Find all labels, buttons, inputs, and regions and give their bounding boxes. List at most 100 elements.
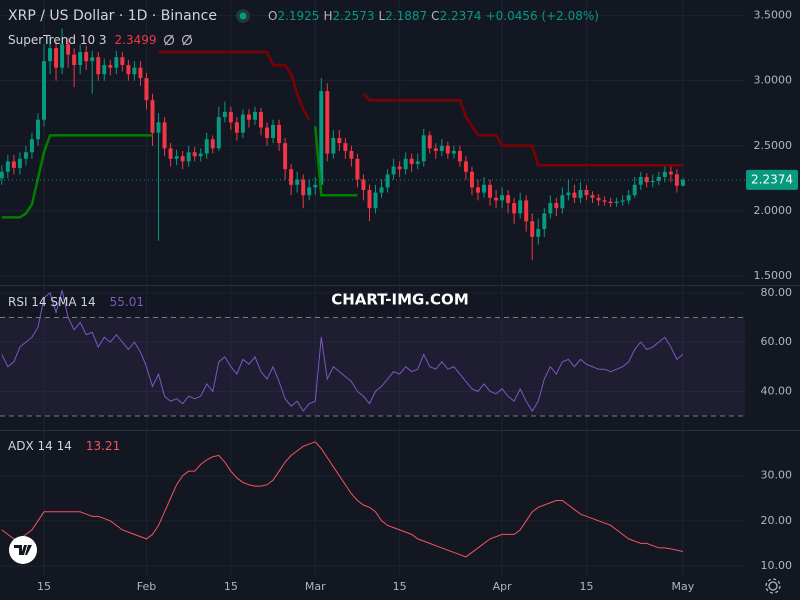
- x-tick-label: 15: [393, 580, 407, 593]
- indicator-line: [1, 441, 684, 558]
- candle-body: [252, 111, 257, 120]
- ohlc-value: 2.1925: [277, 9, 319, 23]
- candle-body: [488, 184, 493, 198]
- x-tick-label: Mar: [305, 580, 326, 593]
- candle-body: [168, 148, 173, 159]
- candle-body: [325, 91, 330, 154]
- candle-body: [343, 143, 348, 151]
- candle-body: [548, 203, 553, 214]
- candle-body: [566, 192, 571, 196]
- candle-body: [385, 174, 390, 188]
- candle-body: [162, 122, 167, 149]
- candle-body: [313, 184, 318, 188]
- candle-body: [240, 114, 245, 133]
- candle-body: [427, 135, 432, 149]
- candle-body: [210, 139, 215, 149]
- x-tick-label: 15: [579, 580, 593, 593]
- settings-icon[interactable]: [765, 578, 781, 594]
- candle-body: [78, 52, 83, 66]
- indicator-value: 2.3499: [115, 33, 157, 47]
- ohlc-value: 2.2374: [440, 9, 482, 23]
- indicator-legend: RSI 14 SMA 14 55.01: [8, 295, 144, 309]
- candle-body: [271, 124, 276, 138]
- candle-body: [204, 139, 209, 154]
- candle-body: [560, 195, 565, 209]
- candle-body: [29, 139, 34, 153]
- candle-body: [283, 143, 288, 170]
- candle-body: [596, 197, 601, 201]
- candle-body: [518, 200, 523, 214]
- candle-body: [228, 111, 233, 123]
- candle-body: [114, 57, 119, 68]
- candle-body: [415, 161, 420, 164]
- candle-body: [301, 179, 306, 196]
- candle-body: [265, 127, 270, 138]
- supertrend-line: [158, 50, 683, 167]
- ohlc-label: H: [323, 9, 332, 23]
- indicator-name: ADX 14 14: [8, 439, 72, 453]
- candle-body: [66, 44, 71, 55]
- candle-body: [174, 156, 179, 159]
- y-tick-label: 10.00: [761, 559, 793, 572]
- y-tick-label: 3.0000: [754, 74, 793, 87]
- candle-body: [614, 201, 619, 204]
- candle-body: [132, 67, 137, 75]
- y-tick-label: 2.5000: [754, 139, 793, 152]
- candle-body: [578, 190, 583, 198]
- ohlc-value: 2.1887: [385, 9, 427, 23]
- candle-body: [590, 195, 595, 198]
- candle-body: [144, 78, 149, 101]
- candle-body: [668, 171, 673, 175]
- candle-body: [150, 100, 155, 133]
- indicator-line: [1, 290, 684, 413]
- indicator-value: 13.21: [86, 439, 120, 453]
- candle-body: [126, 65, 131, 75]
- candle-body: [331, 137, 336, 154]
- candle-body: [524, 200, 529, 222]
- candle-body: [120, 57, 125, 66]
- candle-body: [42, 61, 46, 120]
- candle-body: [355, 158, 360, 180]
- status-icon: [239, 12, 247, 20]
- marks: [0, 28, 745, 558]
- x-tick-label: 15: [224, 580, 238, 593]
- candle-body: [506, 195, 511, 204]
- candle-body: [500, 195, 505, 201]
- candle-body: [451, 150, 456, 154]
- indicator-value: 55.01: [110, 295, 144, 309]
- x-tick-label: Feb: [137, 580, 156, 593]
- candle-body: [656, 176, 661, 181]
- candle-body: [102, 65, 107, 75]
- candle-body: [482, 184, 486, 193]
- candle-body: [469, 171, 474, 188]
- ohlc-label: C: [431, 9, 439, 23]
- candle-body: [644, 176, 649, 183]
- candle-body: [554, 203, 559, 209]
- candle-body: [54, 48, 59, 68]
- indicator-name: SuperTrend 10 3: [8, 33, 107, 47]
- candle-body: [433, 148, 438, 151]
- candle-body: [289, 169, 294, 185]
- last-price-box: [746, 169, 798, 190]
- candle-body: [391, 166, 396, 175]
- x-tick-label: 15: [37, 580, 51, 593]
- y-tick-label: 40.00: [761, 384, 793, 397]
- ohlc-value: 2.2573: [332, 9, 374, 23]
- candle-body: [319, 91, 324, 185]
- candle-body: [156, 122, 161, 133]
- legend-icons: [163, 34, 193, 46]
- y-tick-label: 30.00: [761, 469, 793, 482]
- y-tick-label: 60.00: [761, 335, 793, 348]
- last-price-label: 2.2374: [751, 172, 793, 186]
- candle-body: [11, 161, 16, 168]
- x-tick-label: May: [672, 580, 695, 593]
- candle-body: [277, 124, 282, 144]
- candle-body: [186, 152, 191, 162]
- candle-body: [572, 192, 577, 198]
- candle-body: [463, 161, 468, 172]
- supertrend-line: [1, 126, 358, 219]
- candle-body: [48, 48, 53, 62]
- watermark: CHART-IMG.COM: [331, 291, 469, 309]
- change: +0.0456 (+2.08%): [486, 9, 599, 23]
- candle-body: [680, 179, 685, 186]
